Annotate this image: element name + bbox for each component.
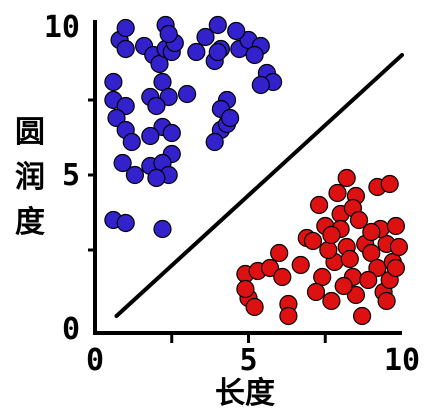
scatter-point-0-8 — [113, 153, 132, 173]
scatter-point-1-17 — [322, 291, 341, 311]
scatter-point-1-13 — [310, 195, 329, 215]
scatter-point-0-12 — [116, 213, 135, 233]
scatter-point-0-1 — [116, 39, 135, 59]
scatter-point-0-45 — [221, 108, 240, 128]
scatter-point-1-47 — [359, 270, 378, 290]
scatter-point-0-39 — [245, 45, 264, 65]
scatter-point-0-5 — [107, 108, 126, 128]
scatter-point-0-53 — [208, 15, 227, 35]
scatter-point-1-40 — [389, 237, 408, 257]
y-tick-label: 0 — [62, 312, 80, 347]
decision-boundary-line — [114, 53, 404, 318]
scatter-point-1-49 — [322, 225, 341, 245]
y-tick-label: 10 — [44, 10, 80, 45]
y-axis-label-char: 圆 — [15, 115, 45, 150]
scatter-point-0-19 — [159, 87, 178, 107]
scatter-point-0-21 — [147, 96, 166, 116]
scatter-point-0-51 — [116, 18, 135, 38]
x-tick-label: 0 — [86, 343, 104, 378]
scatter-point-0-50 — [208, 42, 227, 62]
scatter-point-0-29 — [153, 219, 172, 239]
x-axis-label: 长度 — [215, 376, 275, 411]
scatter-point-1-41 — [386, 216, 405, 236]
y-axis-label: 圆润度 — [15, 115, 45, 240]
scatter-point-0-33 — [187, 42, 206, 62]
scatter-point-1-10 — [291, 255, 310, 275]
scatter-point-1-16 — [306, 282, 326, 302]
y-tick-label: 5 — [62, 158, 80, 193]
scatter-point-0-7 — [122, 132, 141, 152]
scatter-point-1-24 — [346, 285, 365, 305]
scatter-point-0-28 — [147, 168, 166, 188]
scatter-point-0-40 — [196, 27, 215, 47]
scatter-point-0-54 — [227, 21, 246, 41]
scatter-point-1-43 — [380, 174, 399, 194]
scatter-point-1-6 — [273, 267, 292, 287]
scatter-point-1-5 — [260, 258, 280, 278]
scatter-point-1-3 — [245, 297, 264, 317]
scatter-point-1-22 — [340, 249, 359, 269]
scatter-point-1-35 — [377, 291, 396, 311]
scatter-point-0-49 — [205, 132, 224, 152]
scatter-point-1-27 — [337, 168, 356, 188]
x-tick-label: 5 — [239, 343, 257, 378]
scatter-point-1-4 — [236, 279, 255, 299]
scatter-point-1-7 — [270, 243, 289, 263]
y-axis-label-char: 度 — [15, 205, 45, 240]
scatter-point-0-24 — [141, 126, 160, 146]
scatter-point-0-9 — [125, 165, 144, 185]
scatter-point-1-46 — [362, 222, 381, 242]
scatter-point-1-45 — [319, 240, 338, 260]
scatter-point-0-32 — [178, 84, 197, 104]
scatter-point-1-30 — [349, 210, 369, 230]
scatter-point-0-52 — [159, 24, 178, 44]
scatter-point-1-25 — [353, 306, 372, 326]
scatter-point-1-26 — [328, 183, 347, 203]
y-axis-label-char: 润 — [15, 160, 45, 195]
scatter-point-0-2 — [104, 72, 123, 92]
x-tick-label: 10 — [384, 343, 420, 378]
scatter-point-1-12 — [303, 231, 323, 251]
scatter-point-0-4 — [116, 96, 135, 116]
scatter-point-0-48 — [251, 75, 270, 95]
scatter-point-0-23 — [162, 123, 181, 143]
scatter-point-1-44 — [334, 276, 353, 296]
scatter-point-1-33 — [368, 258, 387, 278]
scatter-point-1-9 — [279, 306, 298, 326]
scatter-point-1-48 — [386, 258, 405, 278]
